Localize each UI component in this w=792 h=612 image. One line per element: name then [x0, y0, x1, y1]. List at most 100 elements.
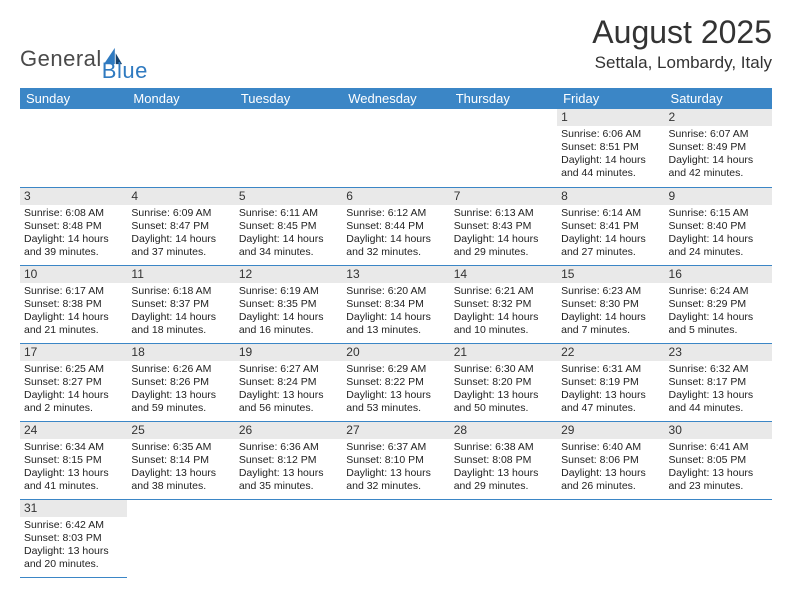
calendar-table: Sunday Monday Tuesday Wednesday Thursday…	[20, 88, 772, 578]
daylight-text: Daylight: 13 hours and 29 minutes.	[454, 467, 553, 493]
day-number: 8	[557, 188, 664, 205]
sunset-text: Sunset: 8:08 PM	[454, 454, 553, 467]
sunset-text: Sunset: 8:27 PM	[24, 376, 123, 389]
day-details: Sunrise: 6:09 AMSunset: 8:47 PMDaylight:…	[127, 205, 234, 263]
calendar-cell: 29Sunrise: 6:40 AMSunset: 8:06 PMDayligh…	[557, 421, 664, 499]
day-header: Friday	[557, 88, 664, 109]
daylight-text: Daylight: 13 hours and 50 minutes.	[454, 389, 553, 415]
day-details: Sunrise: 6:06 AMSunset: 8:51 PMDaylight:…	[557, 126, 664, 184]
sunrise-text: Sunrise: 6:14 AM	[561, 207, 660, 220]
daylight-text: Daylight: 13 hours and 47 minutes.	[561, 389, 660, 415]
sunset-text: Sunset: 8:29 PM	[669, 298, 768, 311]
sunrise-text: Sunrise: 6:34 AM	[24, 441, 123, 454]
daylight-text: Daylight: 14 hours and 44 minutes.	[561, 154, 660, 180]
sunrise-text: Sunrise: 6:17 AM	[24, 285, 123, 298]
daylight-text: Daylight: 14 hours and 34 minutes.	[239, 233, 338, 259]
daylight-text: Daylight: 13 hours and 35 minutes.	[239, 467, 338, 493]
calendar-cell: 1Sunrise: 6:06 AMSunset: 8:51 PMDaylight…	[557, 109, 664, 187]
calendar-cell: 20Sunrise: 6:29 AMSunset: 8:22 PMDayligh…	[342, 343, 449, 421]
calendar-cell: 5Sunrise: 6:11 AMSunset: 8:45 PMDaylight…	[235, 187, 342, 265]
day-number: 28	[450, 422, 557, 439]
daylight-text: Daylight: 13 hours and 44 minutes.	[669, 389, 768, 415]
day-details: Sunrise: 6:15 AMSunset: 8:40 PMDaylight:…	[665, 205, 772, 263]
sunrise-text: Sunrise: 6:19 AM	[239, 285, 338, 298]
day-details: Sunrise: 6:32 AMSunset: 8:17 PMDaylight:…	[665, 361, 772, 419]
sunset-text: Sunset: 8:41 PM	[561, 220, 660, 233]
daylight-text: Daylight: 14 hours and 7 minutes.	[561, 311, 660, 337]
calendar-cell	[127, 109, 234, 187]
day-number: 2	[665, 109, 772, 126]
day-header: Thursday	[450, 88, 557, 109]
calendar-cell	[450, 499, 557, 577]
daylight-text: Daylight: 13 hours and 41 minutes.	[24, 467, 123, 493]
day-number: 14	[450, 266, 557, 283]
day-header: Sunday	[20, 88, 127, 109]
sunset-text: Sunset: 8:15 PM	[24, 454, 123, 467]
calendar-cell: 18Sunrise: 6:26 AMSunset: 8:26 PMDayligh…	[127, 343, 234, 421]
calendar-cell	[127, 499, 234, 577]
calendar-cell: 21Sunrise: 6:30 AMSunset: 8:20 PMDayligh…	[450, 343, 557, 421]
sunrise-text: Sunrise: 6:26 AM	[131, 363, 230, 376]
sunrise-text: Sunrise: 6:31 AM	[561, 363, 660, 376]
calendar-cell: 27Sunrise: 6:37 AMSunset: 8:10 PMDayligh…	[342, 421, 449, 499]
calendar-cell	[557, 499, 664, 577]
sunrise-text: Sunrise: 6:36 AM	[239, 441, 338, 454]
sunset-text: Sunset: 8:32 PM	[454, 298, 553, 311]
sunrise-text: Sunrise: 6:12 AM	[346, 207, 445, 220]
calendar-cell	[20, 109, 127, 187]
calendar-cell: 17Sunrise: 6:25 AMSunset: 8:27 PMDayligh…	[20, 343, 127, 421]
sunset-text: Sunset: 8:37 PM	[131, 298, 230, 311]
sunset-text: Sunset: 8:26 PM	[131, 376, 230, 389]
sunrise-text: Sunrise: 6:23 AM	[561, 285, 660, 298]
calendar-cell: 19Sunrise: 6:27 AMSunset: 8:24 PMDayligh…	[235, 343, 342, 421]
sunrise-text: Sunrise: 6:41 AM	[669, 441, 768, 454]
day-details: Sunrise: 6:18 AMSunset: 8:37 PMDaylight:…	[127, 283, 234, 341]
day-details: Sunrise: 6:31 AMSunset: 8:19 PMDaylight:…	[557, 361, 664, 419]
sunset-text: Sunset: 8:17 PM	[669, 376, 768, 389]
day-number: 31	[20, 500, 127, 517]
day-number: 16	[665, 266, 772, 283]
day-details: Sunrise: 6:26 AMSunset: 8:26 PMDaylight:…	[127, 361, 234, 419]
sunset-text: Sunset: 8:06 PM	[561, 454, 660, 467]
sunrise-text: Sunrise: 6:42 AM	[24, 519, 123, 532]
calendar-cell	[235, 499, 342, 577]
sunrise-text: Sunrise: 6:35 AM	[131, 441, 230, 454]
calendar-cell: 7Sunrise: 6:13 AMSunset: 8:43 PMDaylight…	[450, 187, 557, 265]
sunrise-text: Sunrise: 6:30 AM	[454, 363, 553, 376]
daylight-text: Daylight: 13 hours and 38 minutes.	[131, 467, 230, 493]
page-subtitle: Settala, Lombardy, Italy	[592, 53, 772, 73]
sunrise-text: Sunrise: 6:24 AM	[669, 285, 768, 298]
daylight-text: Daylight: 13 hours and 56 minutes.	[239, 389, 338, 415]
calendar-cell: 22Sunrise: 6:31 AMSunset: 8:19 PMDayligh…	[557, 343, 664, 421]
sunrise-text: Sunrise: 6:07 AM	[669, 128, 768, 141]
daylight-text: Daylight: 13 hours and 59 minutes.	[131, 389, 230, 415]
sunset-text: Sunset: 8:49 PM	[669, 141, 768, 154]
daylight-text: Daylight: 14 hours and 27 minutes.	[561, 233, 660, 259]
calendar-cell: 10Sunrise: 6:17 AMSunset: 8:38 PMDayligh…	[20, 265, 127, 343]
day-details: Sunrise: 6:36 AMSunset: 8:12 PMDaylight:…	[235, 439, 342, 497]
calendar-cell	[342, 109, 449, 187]
calendar-row: 17Sunrise: 6:25 AMSunset: 8:27 PMDayligh…	[20, 343, 772, 421]
sunset-text: Sunset: 8:47 PM	[131, 220, 230, 233]
sunrise-text: Sunrise: 6:18 AM	[131, 285, 230, 298]
day-details: Sunrise: 6:11 AMSunset: 8:45 PMDaylight:…	[235, 205, 342, 263]
sunrise-text: Sunrise: 6:40 AM	[561, 441, 660, 454]
sunset-text: Sunset: 8:20 PM	[454, 376, 553, 389]
day-details: Sunrise: 6:21 AMSunset: 8:32 PMDaylight:…	[450, 283, 557, 341]
day-number: 15	[557, 266, 664, 283]
day-number: 3	[20, 188, 127, 205]
calendar-cell: 25Sunrise: 6:35 AMSunset: 8:14 PMDayligh…	[127, 421, 234, 499]
calendar-cell: 9Sunrise: 6:15 AMSunset: 8:40 PMDaylight…	[665, 187, 772, 265]
day-details: Sunrise: 6:20 AMSunset: 8:34 PMDaylight:…	[342, 283, 449, 341]
day-number: 12	[235, 266, 342, 283]
daylight-text: Daylight: 14 hours and 39 minutes.	[24, 233, 123, 259]
calendar-cell: 30Sunrise: 6:41 AMSunset: 8:05 PMDayligh…	[665, 421, 772, 499]
calendar-cell	[665, 499, 772, 577]
day-details: Sunrise: 6:13 AMSunset: 8:43 PMDaylight:…	[450, 205, 557, 263]
day-details: Sunrise: 6:07 AMSunset: 8:49 PMDaylight:…	[665, 126, 772, 184]
day-details: Sunrise: 6:41 AMSunset: 8:05 PMDaylight:…	[665, 439, 772, 497]
daylight-text: Daylight: 14 hours and 42 minutes.	[669, 154, 768, 180]
logo: General Blue	[20, 34, 148, 84]
calendar-row: 31Sunrise: 6:42 AMSunset: 8:03 PMDayligh…	[20, 499, 772, 577]
day-details: Sunrise: 6:19 AMSunset: 8:35 PMDaylight:…	[235, 283, 342, 341]
